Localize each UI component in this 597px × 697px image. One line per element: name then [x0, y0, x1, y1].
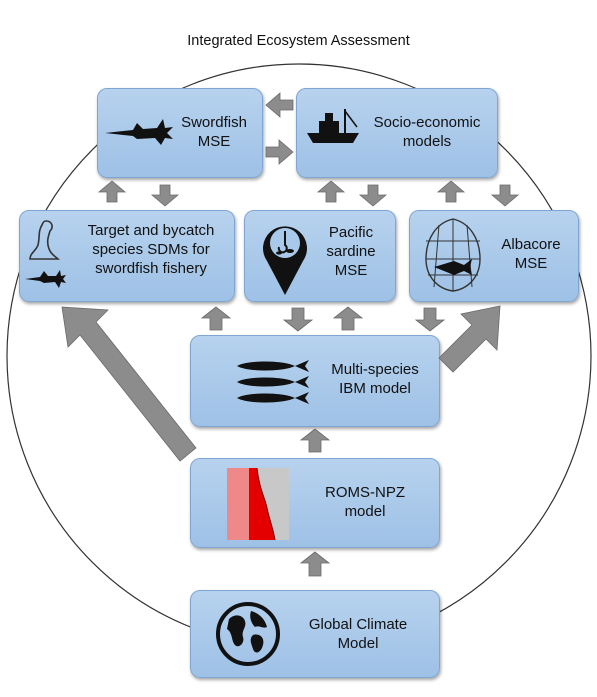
boat-icon — [307, 109, 359, 143]
albacore-box: Albacore MSE — [409, 210, 579, 302]
swordfish-small-icon — [25, 270, 66, 288]
arrow-sardine-to-multi — [282, 307, 314, 332]
roms-npz-label: ROMS-NPZ model — [325, 484, 405, 520]
albacore-label: Albacore MSE — [501, 236, 561, 272]
arrow-socio-to-sardine — [358, 184, 388, 207]
map-pin-fish-hook-icon — [263, 226, 307, 295]
arrow-socio-to-albacore — [490, 184, 520, 207]
target-bycatch-label: Target and bycatch species SDMs for swor… — [87, 222, 215, 277]
target-bycatch-box: Target and bycatch species SDMs for swor… — [19, 210, 235, 302]
arrow-albacore-to-multi — [414, 307, 446, 332]
arrow-albacore-to-socio — [436, 180, 466, 203]
roms-npz-box: ROMS-NPZ model — [190, 458, 440, 548]
global-climate-box: Global Climate Model — [190, 590, 440, 678]
arrow-roms-to-multi — [299, 428, 331, 453]
globe-icon — [216, 602, 280, 666]
arrow-multi-to-sardine — [332, 306, 364, 331]
pacific-sardine-box: Pacific sardine MSE — [244, 210, 396, 302]
swordfish-icon — [105, 119, 173, 145]
arrow-climate-to-roms — [299, 551, 331, 577]
arrow-swordfish-to-target — [150, 184, 180, 207]
seal-icon — [29, 220, 60, 260]
multi-species-box: Multi-species IBM model — [190, 335, 440, 427]
ocean-map-icon — [227, 468, 289, 540]
pacific-sardine-label: Pacific sardine MSE — [326, 224, 376, 279]
arrow-target-to-swordfish — [97, 180, 127, 203]
swordfish-mse-box: Swordfish MSE — [97, 88, 263, 178]
albacore-net-icon — [425, 218, 481, 292]
socio-economic-label: Socio-economic models — [373, 114, 481, 150]
arrow-roms-to-target-diagonal — [61, 306, 197, 462]
arrow-socio-to-swordfish — [265, 92, 294, 118]
sardines-icon — [237, 360, 309, 404]
arrow-multi-to-albacore-diagonal — [438, 305, 501, 373]
swordfish-mse-label: Swordfish MSE — [181, 114, 247, 150]
multi-species-label: Multi-species IBM model — [331, 361, 419, 397]
global-climate-label: Global Climate Model — [308, 616, 408, 652]
arrow-sardine-to-socio — [316, 180, 346, 203]
arrow-swordfish-to-socio — [265, 139, 294, 165]
arrow-multi-to-target — [200, 306, 232, 331]
socio-economic-box: Socio-economic models — [296, 88, 498, 178]
diagram-title: Integrated Ecosystem Assessment — [187, 33, 410, 49]
